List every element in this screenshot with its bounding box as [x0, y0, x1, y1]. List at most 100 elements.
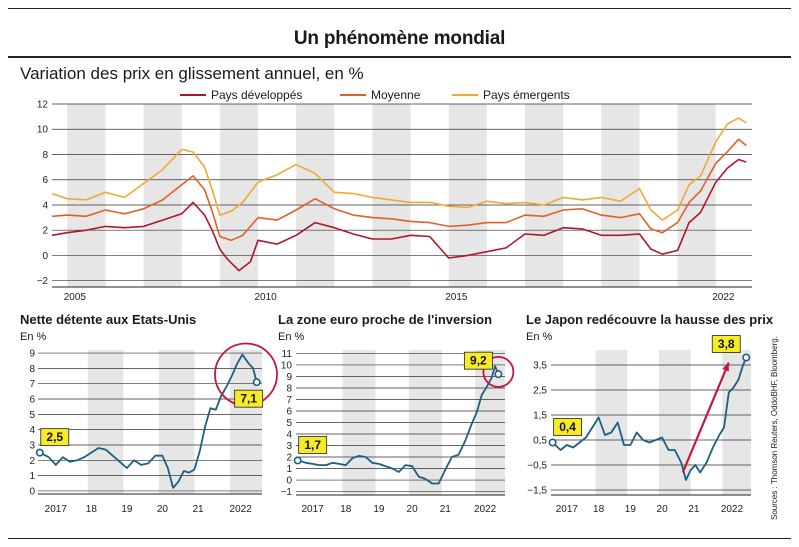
world-shade-band — [372, 104, 411, 287]
us-callout-label: 7,1 — [240, 392, 257, 406]
eurozone-y-tick-label: −1 — [281, 487, 293, 498]
legend-swatch-emergents — [452, 94, 478, 96]
us-callout-marker — [35, 448, 44, 457]
world-shade-band — [448, 104, 487, 287]
world-x-tick-label: 2015 — [445, 292, 468, 303]
eurozone-callout-label: 9,2 — [470, 354, 487, 368]
japan-callout-box — [711, 335, 741, 353]
eurozone-callout-label: 1,7 — [304, 438, 321, 452]
eurozone-callout-box — [463, 351, 493, 370]
eurozone-y-tick-label: 3 — [286, 441, 292, 452]
world-chart: −2 0 2 4 6 8 10 12 2005 2010 2015 2022 — [37, 100, 752, 303]
eurozone-y-tick-label: 0 — [286, 476, 292, 487]
eurozone-y-tick-label: 2 — [286, 453, 292, 464]
japan-y-tick-label: 2,5 — [533, 386, 547, 397]
us-shade-band — [158, 350, 195, 494]
us-callout-box — [40, 428, 70, 447]
japan-x-tick-label: 19 — [625, 504, 637, 515]
japan-y-tick-label: −0,5 — [527, 461, 547, 472]
legend-label-moyenne: Moyenne — [371, 88, 421, 102]
japan-panel-unit: En % — [526, 331, 553, 343]
world-series-line-1 — [51, 138, 747, 242]
us-x-tick-label: 20 — [157, 504, 169, 515]
us-y-tick-label: 0 — [29, 486, 35, 497]
world-y-tick-label: 10 — [37, 125, 49, 136]
eurozone-series-line-0 — [297, 365, 500, 485]
eurozone-y-tick-label: 5 — [286, 418, 292, 429]
us-y-tick-label: 3 — [29, 440, 35, 451]
eurozone-x-tick-label: 21 — [440, 504, 452, 515]
legend-item-emergents: Pays émergents — [452, 88, 570, 102]
world-x-tick-label: 2010 — [254, 292, 277, 303]
legend-label-emergents: Pays émergents — [483, 88, 570, 102]
us-y-tick-label: 9 — [29, 349, 35, 360]
japan-x-tick-label: 2017 — [556, 504, 579, 515]
us-y-tick-label: 6 — [29, 395, 35, 406]
japan-callout-label: 3,8 — [718, 337, 735, 351]
top-rule — [8, 8, 791, 9]
eurozone-panel-title: La zone euro proche de l'inversion — [278, 312, 493, 327]
japan-shade-band — [722, 350, 751, 495]
chart-subtitle: Variation des prix en glissement annuel,… — [20, 64, 364, 83]
us-y-tick-label: 7 — [29, 379, 35, 390]
us-chart: 0 1 2 3 4 5 6 7 8 9 2017 18 19 20 21 2022 2,5 7,1 — [29, 342, 278, 515]
us-x-tick-label: 21 — [192, 504, 204, 515]
eurozone-y-tick-label: 6 — [286, 406, 292, 417]
japan-x-tick-label: 21 — [688, 504, 700, 515]
world-shade-band — [525, 104, 564, 287]
eurozone-x-tick-label: 18 — [340, 504, 352, 515]
world-y-tick-label: 0 — [42, 251, 48, 262]
eurozone-x-tick-label: 20 — [407, 504, 419, 515]
us-x-tick-label: 2017 — [45, 504, 68, 515]
title-rule — [8, 56, 791, 58]
eurozone-panel-unit: En % — [278, 331, 305, 343]
japan-shade-band — [658, 350, 691, 495]
eurozone-y-tick-label: 9 — [286, 372, 292, 383]
us-y-tick-label: 2 — [29, 456, 35, 467]
japan-y-tick-label: −1,5 — [527, 486, 547, 497]
eurozone-x-tick-label: 2017 — [301, 504, 324, 515]
world-shade-band — [219, 104, 258, 287]
world-y-tick-label: 2 — [42, 226, 48, 237]
eurozone-y-tick-label: 10 — [281, 360, 293, 371]
us-callout-marker — [252, 378, 261, 387]
world-y-tick-label: 6 — [42, 175, 48, 186]
world-x-tick-label: 2022 — [712, 292, 735, 303]
japan-callout-label: 0,4 — [559, 420, 576, 434]
world-y-tick-label: 8 — [42, 150, 48, 161]
us-panel-title: Nette détente aux Etats-Unis — [20, 312, 197, 327]
world-shade-band — [296, 104, 335, 287]
legend-item-developpes: Pays développés — [180, 88, 302, 102]
japan-y-tick-label: 0,5 — [533, 436, 547, 447]
eurozone-callout-box — [298, 436, 328, 454]
japan-x-tick-label: 2022 — [721, 504, 744, 515]
eurozone-y-tick-label: 11 — [282, 349, 293, 360]
eurozone-callout-marker — [293, 456, 302, 465]
legend-swatch-developpes — [180, 94, 206, 96]
eurozone-callout-marker — [494, 370, 503, 379]
world-shade-band — [67, 104, 106, 287]
world-series-line-0 — [51, 158, 747, 272]
us-y-tick-label: 1 — [29, 471, 35, 482]
us-panel-unit: En % — [20, 331, 47, 343]
eurozone-y-tick-label: 8 — [286, 383, 292, 394]
us-x-tick-label: 19 — [121, 504, 133, 515]
legend-label-developpes: Pays développés — [211, 88, 303, 102]
japan-trend-arrow-shaft — [681, 362, 730, 473]
eurozone-y-tick-label: 7 — [286, 395, 292, 406]
eurozone-x-tick-label: 2022 — [474, 504, 497, 515]
world-x-tick-label: 2005 — [64, 292, 87, 303]
us-x-tick-label: 2022 — [230, 504, 253, 515]
world-y-tick-label: 12 — [37, 100, 49, 111]
bottom-rule — [8, 538, 791, 539]
japan-callout-box — [553, 418, 582, 436]
eurozone-highlight-circle — [482, 355, 515, 388]
us-y-tick-label: 4 — [29, 425, 35, 436]
us-y-tick-label: 5 — [29, 410, 35, 421]
japan-chart: −1,5 −0,5 0,5 1,5 2,5 3,5 2017 18 19 20 21 2022 0,4 3… — [527, 335, 751, 515]
world-y-tick-label: −2 — [37, 276, 49, 287]
us-series-line-0 — [39, 353, 258, 489]
japan-trend-arrow-head — [722, 362, 729, 372]
